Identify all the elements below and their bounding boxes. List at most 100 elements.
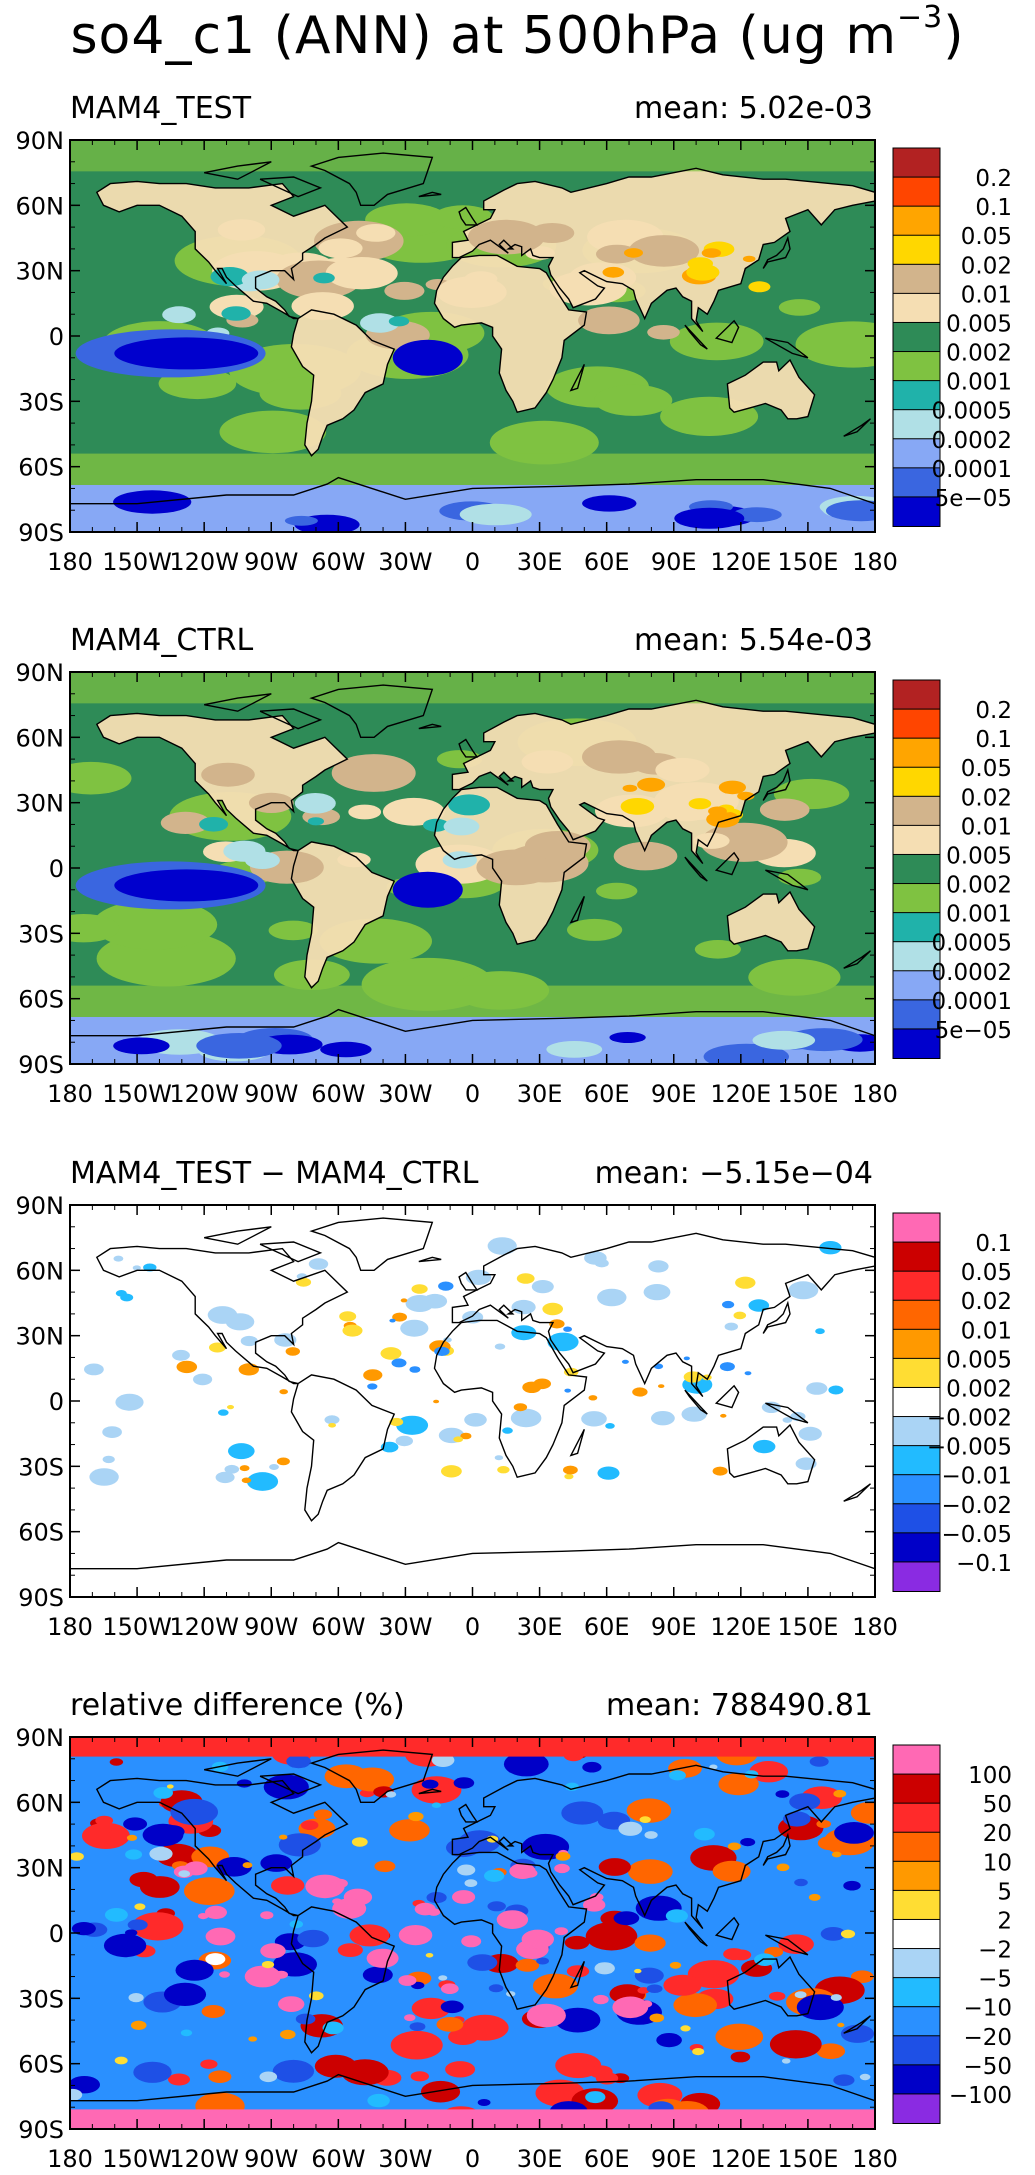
field-blob [624, 248, 643, 258]
field-blob [820, 1927, 846, 1941]
legend-label: 0.005 [946, 1347, 1012, 1373]
legend-label: 0.01 [961, 282, 1012, 308]
field-blob [649, 2013, 665, 2023]
field-blob [440, 1983, 459, 1994]
field-blob [709, 1764, 718, 1770]
field-blob [783, 1811, 811, 1827]
field-blob [342, 1324, 363, 1337]
lon-label: 30E [517, 1080, 563, 1108]
field-blob [464, 1413, 487, 1427]
field-blob [859, 2073, 871, 2081]
field-blob [139, 1876, 180, 1898]
legend-swatch [892, 1028, 941, 1060]
field-blob [209, 1342, 226, 1353]
legend-label: 0.005 [946, 312, 1012, 338]
legend-swatch [892, 1503, 941, 1534]
coastline [726, 890, 816, 952]
coastline [714, 1384, 740, 1409]
field-blob [524, 1759, 538, 1767]
lat-label: 90S [18, 1051, 64, 1079]
field-blob [448, 794, 490, 816]
field-blob [325, 257, 398, 290]
field-blob [224, 1464, 240, 1474]
coastline [259, 1241, 323, 1263]
lon-label: 90W [244, 1613, 298, 1641]
coastline [458, 738, 479, 758]
field-blob [703, 1043, 789, 1064]
legend-swatch [892, 1212, 941, 1244]
lon-label: 120E [710, 1613, 771, 1641]
coastline [290, 309, 396, 457]
field-blob [795, 321, 875, 368]
field-blob [170, 1798, 218, 1826]
lat-label: 90N [16, 127, 65, 155]
coastline [451, 167, 876, 333]
low-conc-region [114, 337, 259, 370]
legend-swatch [892, 1561, 941, 1593]
field-blob [291, 292, 354, 321]
lon-label: 30E [517, 548, 563, 576]
field-blob [833, 2074, 855, 2086]
field-blob [246, 1472, 279, 1491]
field-blob [184, 1877, 235, 1905]
field-blob [228, 1443, 255, 1460]
field-blob [819, 1241, 842, 1255]
field-blob [70, 2088, 83, 2101]
lon-label: 90E [651, 1613, 697, 1641]
legend-swatch [892, 1532, 941, 1563]
field-blob [798, 1426, 822, 1441]
field-blob [510, 1408, 542, 1428]
legend-label: 5e−05 [935, 1018, 1012, 1044]
field-blob [143, 1263, 157, 1272]
field-blob [464, 1879, 478, 1887]
lat-label: 30N [16, 1855, 65, 1883]
coastline [290, 841, 396, 989]
lon-label: 30W [378, 548, 432, 576]
field-blob [583, 1898, 606, 1912]
legend-swatch [892, 1445, 941, 1476]
lat-label: 0 [49, 855, 64, 883]
field-blob [392, 1312, 407, 1322]
field-blob [730, 2051, 751, 2063]
legend-swatch [892, 2064, 941, 2095]
field-blob [643, 1284, 671, 1301]
field-blob [432, 205, 493, 230]
map-field [70, 1205, 875, 1597]
lat-label: 0 [49, 323, 64, 351]
legend-swatch [892, 999, 941, 1030]
legend-label: 0.2 [975, 698, 1012, 724]
legend-swatch [892, 1241, 941, 1273]
field-blob [622, 784, 638, 792]
field-blob [274, 1970, 288, 1979]
field-blob [445, 2061, 476, 2078]
lon-label: 60W [311, 548, 365, 576]
field-blob [496, 1910, 529, 1929]
field-blob [380, 1441, 399, 1453]
field-blob [723, 1948, 745, 1961]
legend-swatch [892, 263, 941, 295]
field-blob [769, 1991, 786, 2001]
field-blob [196, 1033, 282, 1059]
field-blob [584, 1251, 607, 1265]
legend-label: 50 [983, 1792, 1012, 1818]
field-blob [421, 1779, 439, 1789]
field-blob [113, 1255, 124, 1262]
field-blob [554, 1927, 568, 1936]
legend-swatch [892, 176, 941, 208]
field-blob [561, 1801, 604, 1825]
field-blob [221, 306, 251, 321]
legend-swatch [892, 941, 941, 972]
field-blob [525, 246, 555, 260]
legend-label: 0.001 [946, 370, 1012, 396]
legend-label: −0.1 [956, 1551, 1012, 1577]
field-blob [71, 1922, 96, 1936]
field-blob [339, 1311, 357, 1322]
field-blob [426, 1892, 447, 1904]
lon-label: 60E [584, 2145, 630, 2173]
field-blob [594, 1962, 615, 1975]
field-blob [467, 1954, 498, 1971]
coastline [684, 856, 708, 882]
lon-label: 120W [169, 1613, 239, 1641]
lon-label: 30W [378, 1080, 432, 1108]
coastline [259, 1773, 323, 1795]
